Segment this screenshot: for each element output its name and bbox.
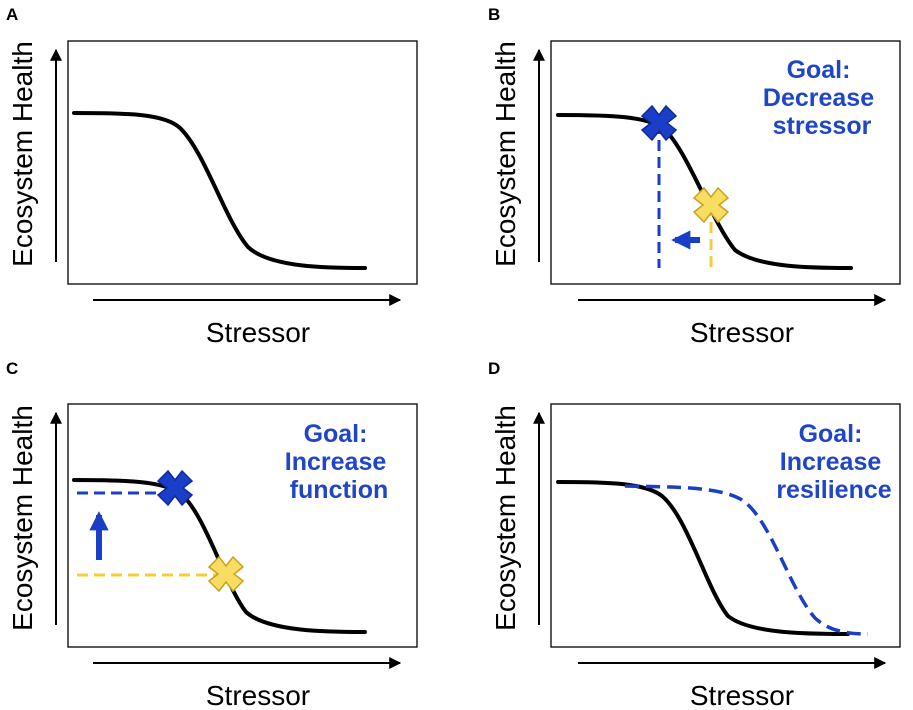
- panel-d: D Ecosystem Health Stressor Goal: Increa…: [488, 359, 901, 710]
- goal-line: stressor: [773, 112, 872, 140]
- goal-line: Increase: [780, 448, 882, 476]
- y-axis-label: Ecosystem Health: [7, 405, 38, 631]
- goal-line: Goal:: [787, 56, 851, 84]
- response-curve: [72, 111, 367, 270]
- goal-text: Goal: Increase function: [285, 420, 393, 504]
- panel-letter: D: [488, 359, 500, 378]
- panel-letter: B: [488, 5, 500, 24]
- response-curve: [72, 478, 367, 634]
- plot-frame: [550, 403, 901, 648]
- response-curve: [556, 480, 850, 636]
- y-axis-label: Ecosystem Health: [7, 41, 38, 267]
- goal-line: Goal:: [304, 420, 368, 448]
- plot-frame: [67, 40, 418, 285]
- panel-c: C Ecosystem Health Stressor Goal: Increa…: [6, 359, 418, 710]
- goal-line: function: [290, 476, 389, 504]
- goal-line: Decrease: [763, 84, 874, 112]
- goal-line: resilience: [776, 476, 891, 504]
- goal-line: Increase: [285, 448, 387, 476]
- goal-text: Goal: Decrease stressor: [763, 56, 881, 140]
- cross-marker-icon: [693, 187, 729, 223]
- x-axis-label: Stressor: [206, 680, 310, 710]
- x-axis-label: Stressor: [690, 317, 794, 348]
- goal-text: Goal: Increase resilience: [776, 420, 891, 504]
- resilient-response-curve: [624, 484, 869, 636]
- y-axis-label: Ecosystem Health: [490, 405, 521, 631]
- goal-line: Goal:: [799, 420, 863, 448]
- plot-frame: [67, 403, 418, 648]
- y-axis-label: Ecosystem Health: [490, 41, 521, 267]
- panel-a: A Ecosystem Health Stressor: [6, 5, 418, 348]
- panel-letter: C: [6, 359, 18, 378]
- plot-frame: [550, 40, 901, 285]
- panel-b: B Ecosystem Health Stressor Goal: Decrea…: [488, 5, 901, 348]
- x-axis-label: Stressor: [690, 680, 794, 710]
- x-axis-label: Stressor: [206, 317, 310, 348]
- panel-letter: A: [6, 5, 18, 24]
